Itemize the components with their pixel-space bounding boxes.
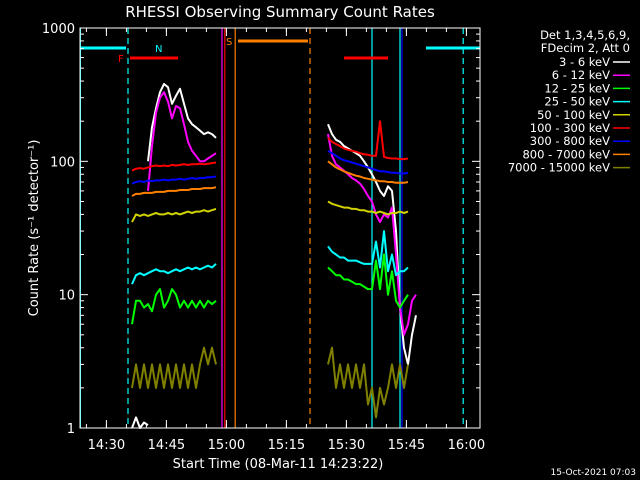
legend-label-5: 100 - 300 keV	[530, 121, 610, 135]
flag-label-1: F	[118, 54, 124, 65]
series-line-4-1	[327, 200, 409, 216]
y-tick-label-2: 100	[50, 155, 75, 170]
legend-label-7: 800 - 7000 keV	[522, 147, 610, 161]
x-tick-label-3: 15:15	[268, 438, 305, 453]
y-tick-label-1: 10	[58, 289, 75, 304]
x-tick-label-2: 15:00	[208, 438, 245, 453]
x-tick-label-5: 15:45	[388, 438, 425, 453]
series-line-5-1	[327, 120, 409, 161]
series-line-6-1	[327, 149, 409, 175]
series-2	[131, 253, 409, 325]
x-tick-label-1: 14:45	[148, 438, 185, 453]
legend-label-8: 7000 - 15000 keV	[508, 161, 610, 175]
legend: Det 1,3,4,5,6,9, FDecim 2, Att 0 3 - 6 k…	[508, 28, 630, 175]
series-3	[131, 230, 409, 285]
legend-label-6: 300 - 800 keV	[530, 134, 610, 148]
plot-frame	[79, 27, 481, 429]
legend-header-line-2: FDecim 2, Att 0	[541, 41, 630, 55]
legend-label-3: 25 - 50 keV	[544, 95, 610, 109]
axes: 14:30 14:45 15:00 15:15 15:30 15:45 16:00 1 10 10…	[42, 22, 485, 453]
series-line-6-0	[131, 175, 217, 185]
legend-label-0: 3 - 6 keV	[559, 55, 610, 69]
x-tick-label-0: 14:30	[88, 438, 125, 453]
series-line-3-0	[131, 263, 217, 285]
series-5	[131, 120, 409, 172]
x-axis-label: Start Time (08-Mar-11 14:23:22)	[173, 457, 384, 472]
x-tick-label-6: 16:00	[448, 438, 485, 453]
legend-label-2: 12 - 25 keV	[544, 81, 610, 95]
series-line-1-1	[327, 133, 417, 336]
vertical-markers	[79, 28, 464, 428]
legend-header-line-1: Det 1,3,4,5,6,9,	[540, 28, 630, 42]
legend-label-4: 50 - 100 keV	[537, 108, 610, 122]
series-line-7-0	[131, 186, 217, 197]
series-line-2-0	[131, 288, 217, 325]
flag-label-2: S	[226, 37, 232, 48]
series-line-1-0	[147, 91, 217, 191]
series-line-5-0	[131, 161, 217, 172]
series-line-7-1	[327, 160, 409, 184]
series-6	[131, 149, 409, 185]
series-8	[131, 346, 409, 419]
legend-label-1: 6 - 12 keV	[552, 68, 610, 82]
series-line-8-1	[327, 346, 409, 419]
series-line-4-0	[131, 207, 217, 223]
series-line-0-1	[147, 83, 217, 162]
y-tick-label-3: 1000	[42, 22, 75, 37]
series-4	[131, 200, 409, 223]
generation-timestamp: 15-Oct-2021 07:03	[551, 468, 636, 478]
series-layer	[131, 83, 417, 429]
chart-title: RHESSI Observing Summary Count Rates	[125, 3, 435, 21]
series-7	[131, 160, 409, 197]
series-line-8-0	[131, 346, 217, 389]
flag-label-0: N	[155, 44, 162, 55]
series-1	[147, 91, 417, 336]
y-axis-label: Count Rate (s⁻¹ detector⁻¹)	[27, 140, 42, 317]
series-line-2-1	[327, 253, 409, 309]
x-tick-label-4: 15:30	[328, 438, 365, 453]
flag-bars: N F S	[80, 37, 480, 65]
series-line-3-1	[327, 230, 409, 277]
y-tick-label-0: 1	[67, 422, 75, 437]
